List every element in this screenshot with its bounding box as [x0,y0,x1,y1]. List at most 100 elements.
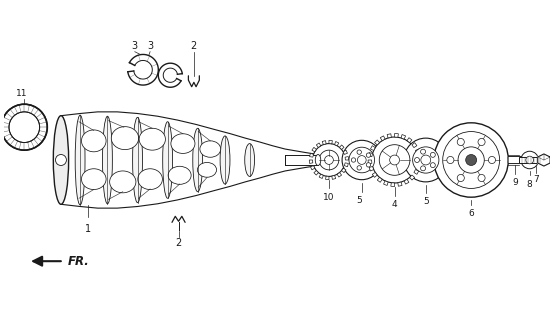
Text: 10: 10 [323,193,335,202]
Polygon shape [398,182,402,186]
Text: FR.: FR. [68,255,90,268]
Polygon shape [158,63,182,87]
Circle shape [421,155,430,165]
Circle shape [357,156,366,164]
Polygon shape [316,143,321,148]
Circle shape [55,155,66,165]
Polygon shape [345,163,348,167]
Text: 5: 5 [423,197,429,206]
Ellipse shape [245,144,255,176]
Polygon shape [401,134,406,139]
Ellipse shape [171,134,195,153]
Ellipse shape [139,128,166,150]
Polygon shape [343,150,347,154]
Ellipse shape [53,116,69,204]
Ellipse shape [81,130,106,152]
Circle shape [357,166,361,170]
Ellipse shape [81,169,106,189]
Circle shape [351,158,356,162]
Polygon shape [369,166,374,171]
Text: 8: 8 [527,180,532,189]
Ellipse shape [220,136,230,184]
Text: 11: 11 [16,89,27,98]
Text: 6: 6 [468,209,474,218]
Circle shape [430,163,435,168]
Circle shape [357,150,361,154]
Circle shape [404,138,448,182]
Text: 1: 1 [85,224,91,234]
Ellipse shape [111,127,138,150]
Polygon shape [416,149,420,154]
Circle shape [458,147,484,173]
Polygon shape [371,146,375,150]
Polygon shape [377,177,382,182]
Polygon shape [345,156,348,160]
Circle shape [366,153,371,157]
Ellipse shape [197,163,217,177]
Circle shape [521,151,538,169]
Polygon shape [335,141,339,146]
Circle shape [389,155,399,165]
Ellipse shape [102,116,112,204]
Polygon shape [332,175,336,180]
Polygon shape [368,153,372,157]
Polygon shape [329,140,332,144]
Polygon shape [312,147,316,152]
Polygon shape [310,166,315,170]
Circle shape [1,104,47,150]
Ellipse shape [200,141,220,157]
Polygon shape [368,160,372,164]
Text: 2: 2 [176,238,182,248]
Circle shape [478,139,485,146]
Circle shape [526,156,534,164]
Polygon shape [319,174,324,179]
Polygon shape [414,170,419,174]
Text: 2: 2 [191,41,197,51]
Ellipse shape [75,115,85,205]
Polygon shape [309,160,313,164]
Circle shape [379,145,410,175]
Text: 4: 4 [392,200,397,210]
Circle shape [466,155,476,165]
Polygon shape [412,143,417,148]
Polygon shape [337,172,342,177]
Polygon shape [314,171,319,175]
Circle shape [443,132,500,188]
Polygon shape [391,183,394,187]
Polygon shape [404,179,409,184]
Circle shape [420,166,425,171]
FancyBboxPatch shape [508,156,522,164]
Circle shape [420,149,425,154]
Circle shape [312,144,345,176]
Polygon shape [383,181,388,186]
Text: 3: 3 [132,41,138,51]
Ellipse shape [110,171,136,193]
Circle shape [342,140,382,180]
Polygon shape [128,54,158,85]
Circle shape [478,174,485,181]
Polygon shape [380,136,385,141]
Text: 9: 9 [512,178,518,187]
Polygon shape [340,145,344,149]
Polygon shape [326,176,329,180]
Ellipse shape [132,117,142,203]
Polygon shape [417,156,421,160]
Circle shape [457,139,464,146]
Polygon shape [538,154,550,166]
Circle shape [430,152,435,157]
Ellipse shape [163,122,172,198]
Polygon shape [372,172,377,177]
Circle shape [434,123,509,197]
Text: 5: 5 [356,196,362,205]
Circle shape [372,137,418,183]
Ellipse shape [168,166,191,184]
Polygon shape [341,168,346,173]
Circle shape [9,112,40,142]
Polygon shape [322,140,326,145]
Text: 7: 7 [533,175,538,184]
Polygon shape [394,133,398,137]
Polygon shape [310,153,314,157]
Circle shape [349,147,375,173]
Circle shape [325,156,334,164]
Circle shape [366,163,371,167]
